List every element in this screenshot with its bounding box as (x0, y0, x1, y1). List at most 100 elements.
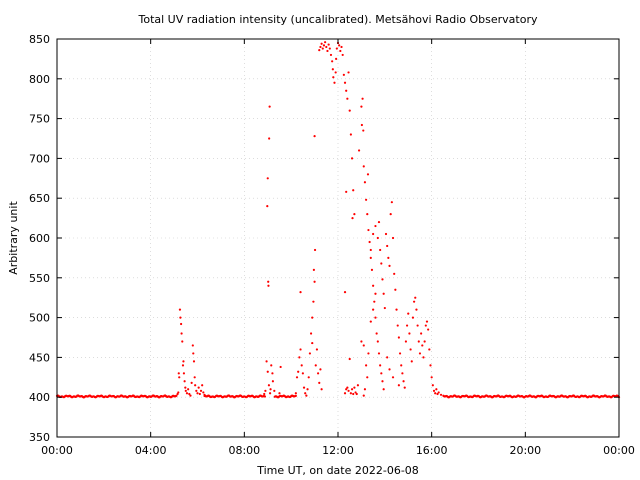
data-point (367, 228, 370, 232)
data-point (279, 365, 282, 369)
data-point (268, 105, 271, 108)
data-point (319, 45, 322, 49)
data-point (266, 205, 269, 208)
data-point (327, 43, 330, 46)
data-point (331, 60, 334, 63)
data-point (267, 280, 270, 283)
data-point (355, 392, 358, 396)
data-point (372, 284, 375, 287)
data-point (382, 388, 385, 391)
data-point (352, 189, 355, 192)
y-tick-label: 500 (29, 312, 50, 325)
data-point (372, 308, 375, 311)
data-point (332, 76, 335, 79)
data-point (340, 45, 343, 49)
data-point (368, 240, 371, 244)
data-point (360, 123, 363, 127)
data-point (370, 268, 374, 271)
data-point (320, 388, 323, 391)
data-point (376, 236, 379, 240)
y-tick-label: 550 (29, 272, 50, 285)
data-point (184, 386, 187, 389)
data-point (311, 316, 314, 319)
data-point (431, 384, 434, 387)
data-point (271, 380, 275, 383)
data-point (318, 49, 321, 52)
data-point (395, 308, 398, 311)
data-point (308, 352, 311, 355)
data-point (387, 256, 390, 259)
data-point (349, 392, 352, 395)
data-point (363, 181, 367, 184)
data-point (384, 232, 388, 236)
chart-title: Total UV radiation intensity (uncalibrat… (138, 13, 538, 26)
x-tick-label: 16:00 (416, 444, 448, 457)
data-point (362, 129, 365, 132)
data-point (380, 372, 383, 375)
data-point (367, 352, 370, 355)
y-tick-label: 850 (29, 33, 50, 46)
data-point (418, 352, 422, 355)
grid-lines (57, 39, 619, 437)
data-point (434, 392, 437, 395)
data-point (343, 81, 347, 84)
data-point (379, 248, 382, 252)
data-point (376, 340, 379, 343)
data-point (366, 173, 370, 176)
data-point (180, 322, 183, 326)
data-point (383, 306, 386, 310)
data-points (55, 41, 621, 399)
data-point (343, 291, 347, 294)
data-point (201, 384, 204, 387)
data-point (377, 352, 381, 355)
data-point (369, 320, 372, 323)
data-point (366, 213, 369, 216)
data-point (312, 300, 315, 303)
data-point (306, 388, 309, 391)
data-point (182, 360, 185, 363)
data-point (351, 217, 354, 220)
data-point (366, 376, 369, 379)
data-point (416, 324, 419, 327)
data-point (178, 308, 182, 311)
y-axis: 350 400 450 500 550 600 650 700 750 800 850 (29, 33, 619, 444)
data-point (343, 392, 347, 395)
data-point (268, 392, 272, 395)
data-point (302, 386, 306, 389)
data-point (304, 392, 307, 395)
data-point (265, 360, 268, 363)
y-axis-label: Arbitrary unit (7, 201, 20, 275)
x-tick-label: 08:00 (228, 444, 260, 457)
data-point (177, 391, 180, 394)
data-point (409, 348, 412, 351)
data-point (202, 391, 205, 394)
data-point (270, 364, 273, 367)
data-point (390, 201, 393, 204)
data-point (369, 248, 372, 252)
data-point (198, 392, 201, 396)
data-point (335, 57, 338, 61)
data-point (381, 278, 384, 281)
data-point (182, 372, 186, 375)
data-point (322, 44, 326, 47)
data-point (348, 357, 351, 361)
x-tick-label: 00:00 (41, 444, 73, 457)
data-point (346, 386, 349, 389)
data-point (428, 348, 431, 351)
data-point (379, 364, 382, 367)
x-axis-label: Time UT, on date 2022-06-08 (256, 464, 419, 477)
data-point (299, 348, 302, 351)
data-point (430, 376, 433, 379)
data-point (396, 324, 399, 327)
data-point (300, 364, 303, 367)
y-tick-label: 450 (29, 351, 50, 364)
data-point (357, 149, 361, 152)
data-point (356, 384, 360, 387)
data-point (381, 380, 384, 383)
data-point (397, 336, 400, 339)
data-point (425, 320, 429, 323)
data-point (179, 316, 182, 319)
data-point (372, 232, 375, 236)
data-point (341, 53, 344, 57)
